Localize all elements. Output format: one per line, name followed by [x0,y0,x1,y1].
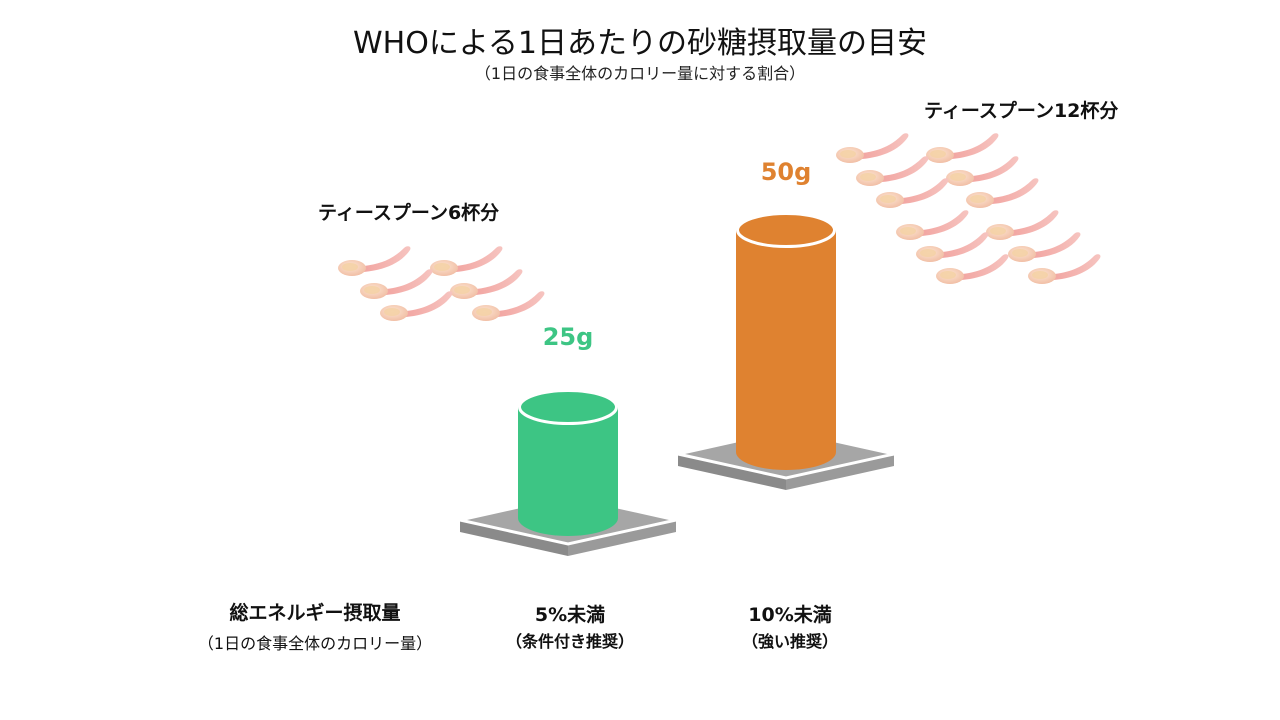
bar-50g [677,212,895,490]
value-label-50g: 50g [760,158,812,186]
cylinder-body [518,407,618,536]
teaspoon-group-6 [338,246,545,321]
teaspoon-label-2: ティースプーン12杯分 [924,100,1119,122]
category-note-5pct: （条件付き推奨） [505,632,634,651]
teaspoon-icon [946,156,1019,186]
teaspoon-icon [916,232,989,262]
teaspoon-icon [966,178,1039,208]
teaspoon-icon [926,133,999,163]
teaspoon-group-12 [836,133,1101,284]
teaspoon-icon [1028,254,1101,284]
teaspoon-icon [986,210,1059,240]
teaspoon-icon [338,246,411,276]
teaspoon-icon [472,291,545,321]
category-label-5pct: 5%未満 [534,604,606,626]
teaspoon-icon [896,210,969,240]
cylinder-body [736,230,836,470]
teaspoon-icon [856,156,929,186]
bar-25g [459,389,677,556]
teaspoon-icon [360,269,433,299]
teaspoon-icon [1008,232,1081,262]
cylinder-top [736,212,836,248]
axis-label-main: 総エネルギー摂取量 [229,602,401,624]
cylinder-top [518,389,618,425]
chart-title: WHOによる1日あたりの砂糖摂取量の目安 [352,26,928,61]
base-plate-right [786,454,894,490]
base-plate-left [678,454,786,490]
category-label-10pct: 10%未満 [748,604,832,626]
teaspoon-icon [430,246,503,276]
teaspoon-label-1: ティースプーン6杯分 [318,202,500,224]
axis-label-sub: （1日の食事全体のカロリー量） [197,634,433,653]
base-plate-right [568,520,676,556]
teaspoon-icon [450,269,523,299]
base-plate-left [460,520,568,556]
teaspoon-icon [936,254,1009,284]
teaspoon-icon [380,291,453,321]
category-note-10pct: （強い推奨） [741,632,838,651]
value-label-25g: 25g [542,323,594,351]
teaspoon-icon [876,178,949,208]
chart-subtitle: （1日の食事全体のカロリー量に対する割合） [474,64,806,83]
teaspoon-icon [836,133,909,163]
